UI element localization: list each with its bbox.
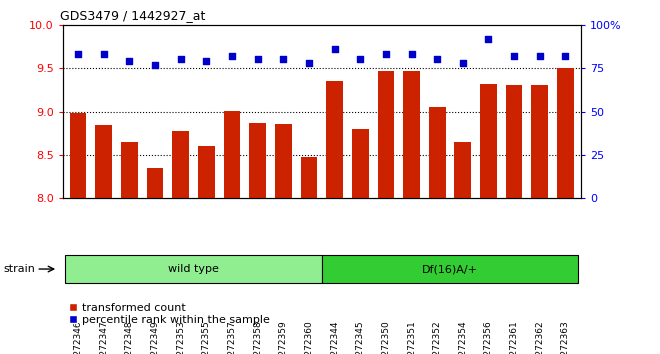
Bar [70,113,86,198]
Bar [403,71,420,198]
Text: GDS3479 / 1442927_at: GDS3479 / 1442927_at [60,9,205,22]
Point [329,46,340,52]
Bar [352,129,368,198]
Bar [326,81,343,198]
Bar [65,255,321,283]
Bar [506,85,523,198]
Point [535,53,545,59]
Point [381,51,391,57]
Point [73,51,83,57]
Bar [321,255,578,283]
Point [226,53,237,59]
Bar [121,142,138,198]
Bar [172,131,189,198]
Bar [96,125,112,198]
Point [124,58,135,64]
Bar [429,107,446,198]
Point [407,51,417,57]
Bar [378,71,394,198]
Point [252,57,263,62]
Legend: transformed count, percentile rank within the sample: transformed count, percentile rank withi… [68,303,269,325]
Bar [147,168,164,198]
Bar [224,111,240,198]
Bar [455,142,471,198]
Text: strain: strain [3,264,35,274]
Point [201,58,212,64]
Point [509,53,519,59]
Bar [557,68,574,198]
Point [355,57,366,62]
Bar [198,146,214,198]
Point [432,57,442,62]
Point [278,57,288,62]
Point [483,36,494,41]
Point [176,57,186,62]
Point [560,53,571,59]
Bar [531,85,548,198]
Text: Df(16)A/+: Df(16)A/+ [422,264,478,274]
Point [98,51,109,57]
Text: wild type: wild type [168,264,219,274]
Bar [300,156,317,198]
Point [457,60,468,66]
Point [150,62,160,68]
Bar [275,124,292,198]
Bar [249,123,266,198]
Bar [480,84,497,198]
Point [304,60,314,66]
